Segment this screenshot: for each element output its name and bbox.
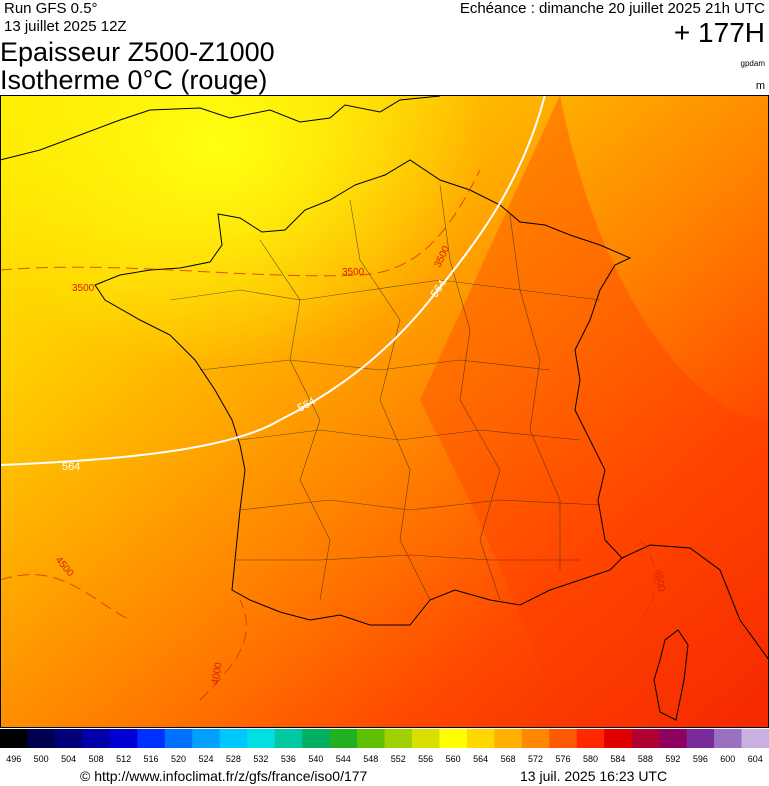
colorbar-swatch	[686, 729, 715, 748]
isotherm-contours	[0, 169, 656, 701]
colorbar-swatch	[714, 729, 743, 748]
run-date: 13 juillet 2025 12Z	[4, 18, 127, 35]
colorbar-swatch	[219, 729, 248, 748]
colorbar-label: 592	[665, 754, 680, 764]
colorbar-swatch	[521, 729, 550, 748]
colorbar-label: 524	[198, 754, 213, 764]
colorbar-swatch	[549, 729, 578, 748]
colorbar-label: 508	[89, 754, 104, 764]
isotherm-label: 4000	[210, 661, 225, 685]
colorbar-swatch	[82, 729, 111, 748]
unit-thickness: gpdam	[741, 59, 766, 68]
colorbar-swatch	[54, 729, 83, 748]
colorbar-swatch	[0, 729, 28, 748]
colorbar-swatch	[604, 729, 633, 748]
lead-time: + 177H	[674, 17, 765, 48]
thickness-label: 564	[62, 461, 80, 473]
colorbar-swatch	[357, 729, 385, 748]
colorbar-swatch	[109, 729, 138, 748]
colorbar-swatch	[659, 729, 688, 748]
colorbar-label: 512	[116, 754, 131, 764]
colorbar-swatch	[137, 729, 166, 748]
map: 564 564 564 3500 3500 3500 4500 4000 450…	[0, 95, 769, 728]
colorbar-label: 540	[308, 754, 323, 764]
colorbar-label: 596	[693, 754, 708, 764]
field-shade-east	[420, 95, 769, 728]
colorbar-label: 500	[34, 754, 49, 764]
coastline-corsica	[653, 629, 689, 721]
colorbar-swatch	[439, 729, 468, 748]
coastline-uk	[0, 95, 441, 161]
colorbar-label: 544	[336, 754, 351, 764]
colorbar-swatch	[741, 729, 769, 748]
colorbar-label: 560	[446, 754, 461, 764]
isotherm-label: 3500	[342, 267, 365, 278]
colorbar-label: 576	[556, 754, 571, 764]
colorbar: 496 500 504 508 512 516 520 524 528 532 536 540 544 5…	[0, 729, 769, 764]
colorbar-label: 572	[528, 754, 543, 764]
colorbar-label: 604	[748, 754, 763, 764]
colorbar-label: 516	[144, 754, 159, 764]
generated-time: 13 juil. 2025 16:23 UTC	[520, 768, 667, 784]
colorbar-swatch	[466, 729, 495, 748]
colorbar-label: 600	[720, 754, 735, 764]
colorbar-swatch	[247, 729, 276, 748]
colorbar-swatch	[494, 729, 523, 748]
colorbar-label: 568	[501, 754, 516, 764]
colorbar-label: 584	[610, 754, 625, 764]
title-line-1: Epaisseur Z500-Z1000	[0, 37, 275, 67]
colorbar-swatch	[274, 729, 303, 748]
isotherm-label: 4500	[652, 569, 667, 593]
colorbar-label: 496	[6, 754, 21, 764]
colorbar-label: 580	[583, 754, 598, 764]
colorbar-swatch	[302, 729, 331, 748]
thickness-contour	[0, 95, 546, 466]
colorbar-swatch	[329, 729, 358, 748]
colorbar-label: 552	[391, 754, 406, 764]
isotherm-label: 3500	[72, 283, 95, 294]
valid-time: Echéance : dimanche 20 juillet 2025 21h …	[460, 0, 765, 17]
colorbar-label: 556	[418, 754, 433, 764]
colorbar-swatch	[631, 729, 660, 748]
colorbar-label: 564	[473, 754, 488, 764]
unit-iso: m	[756, 80, 765, 92]
colorbar-swatch	[27, 729, 56, 748]
coastline-france	[94, 159, 632, 626]
colorbar-label: 588	[638, 754, 653, 764]
colorbar-swatch	[384, 729, 413, 748]
title-line-2: Isotherme 0°C (rouge)	[0, 65, 267, 95]
colorbar-label: 536	[281, 754, 296, 764]
colorbar-label: 548	[363, 754, 378, 764]
colorbar-label: 520	[171, 754, 186, 764]
colorbar-label: 504	[61, 754, 76, 764]
colorbar-label: 528	[226, 754, 241, 764]
colorbar-swatch	[192, 729, 221, 748]
field-shade	[0, 95, 769, 728]
colorbar-swatch	[164, 729, 193, 748]
colorbar-label: 532	[253, 754, 268, 764]
source-url: © http://www.infoclimat.fr/z/gfs/france/…	[80, 768, 368, 784]
department-borders	[169, 184, 601, 601]
colorbar-swatch	[576, 729, 605, 748]
colorbar-swatch	[411, 729, 440, 748]
run-label: Run GFS 0.5°	[4, 0, 98, 17]
